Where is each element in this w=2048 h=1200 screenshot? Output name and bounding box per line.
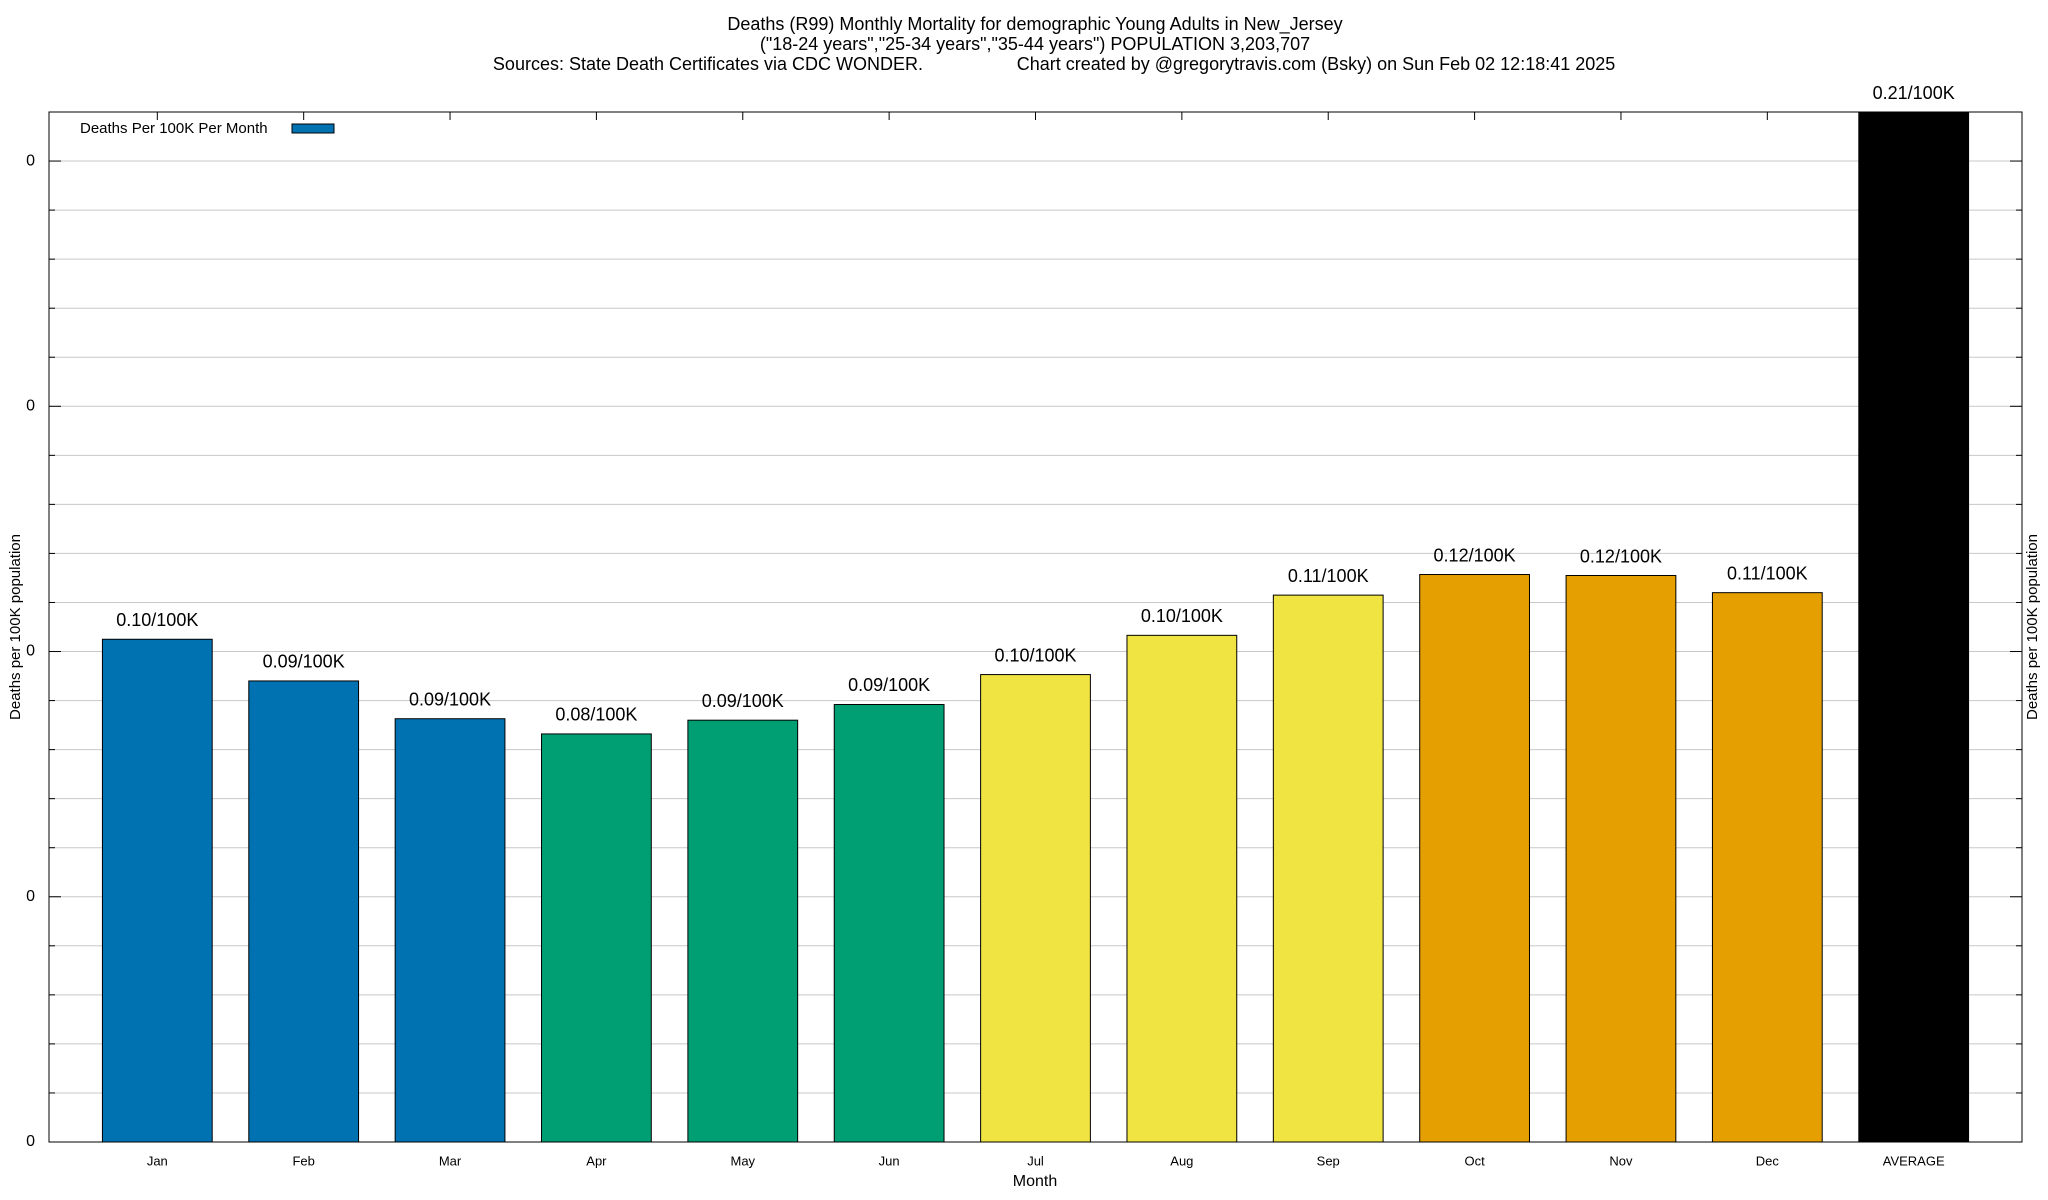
x-tick-label: Apr (586, 1153, 607, 1168)
value-label: 0.10/100K (1141, 606, 1223, 626)
bar (1711, 592, 1823, 1143)
x-tick-label: Sep (1317, 1153, 1340, 1168)
x-tick-label: Jun (879, 1153, 900, 1168)
value-label: 0.09/100K (263, 652, 345, 672)
y-tick-label: 0 (26, 152, 35, 169)
x-tick-label: Oct (1464, 1153, 1485, 1168)
value-label: 0.08/100K (555, 705, 637, 725)
legend-swatch (291, 123, 335, 134)
value-label: 0.12/100K (1580, 546, 1662, 566)
x-tick-label: May (730, 1153, 755, 1168)
chart-title: Deaths (R99) Monthly Mortality for demog… (727, 14, 1342, 35)
value-label: 0.09/100K (409, 689, 491, 709)
value-label: 0.11/100K (1288, 566, 1369, 586)
x-tick-label: AVERAGE (1883, 1153, 1945, 1168)
y2-axis-label: Deaths per 100K population (2024, 534, 2041, 720)
value-label: 0.10/100K (994, 645, 1076, 665)
legend-label: Deaths Per 100K Per Month (80, 120, 268, 137)
y-tick-label: 0 (26, 643, 35, 660)
value-label: 0.10/100K (116, 610, 198, 630)
bar (1858, 111, 1970, 1143)
x-tick-label: Mar (439, 1153, 462, 1168)
y-tick-label: 0 (26, 1133, 35, 1150)
x-tick-label: Aug (1170, 1153, 1193, 1168)
bar (248, 680, 360, 1143)
chart-subtitle: ("18-24 years","25-34 years","35-44 year… (760, 34, 1310, 54)
bar (101, 638, 213, 1143)
x-axis-label: Month (1013, 1173, 1057, 1190)
bar (1419, 574, 1530, 1143)
x-tick-label: Jan (147, 1153, 168, 1168)
y-tick-label: 0 (26, 888, 35, 905)
bar (1126, 634, 1238, 1143)
value-label: 0.12/100K (1434, 545, 1516, 565)
bar (687, 719, 799, 1143)
plot-frame (48, 111, 2023, 1143)
value-label: 0.21/100K (1873, 83, 1955, 103)
y-tick-label: 0 (26, 398, 35, 415)
source: Sources: State Death Certificates via CD… (493, 54, 923, 74)
y-axis-label: Deaths per 100K population (7, 534, 24, 720)
x-tick-label: Dec (1756, 1153, 1780, 1168)
value-label: 0.09/100K (702, 691, 784, 711)
bar (541, 733, 652, 1143)
bar (833, 703, 945, 1143)
x-tick-label: Jul (1027, 1153, 1044, 1168)
x-tick-label: Feb (292, 1153, 314, 1168)
x-tick-label: Nov (1609, 1153, 1633, 1168)
bar (980, 674, 1091, 1143)
value-label: 0.11/100K (1727, 563, 1808, 583)
bar (394, 718, 506, 1143)
bar (1565, 575, 1677, 1143)
credit: Chart created by @gregorytravis.com (Bsk… (1017, 54, 1616, 74)
bar (1272, 594, 1384, 1143)
value-label: 0.09/100K (848, 675, 930, 695)
